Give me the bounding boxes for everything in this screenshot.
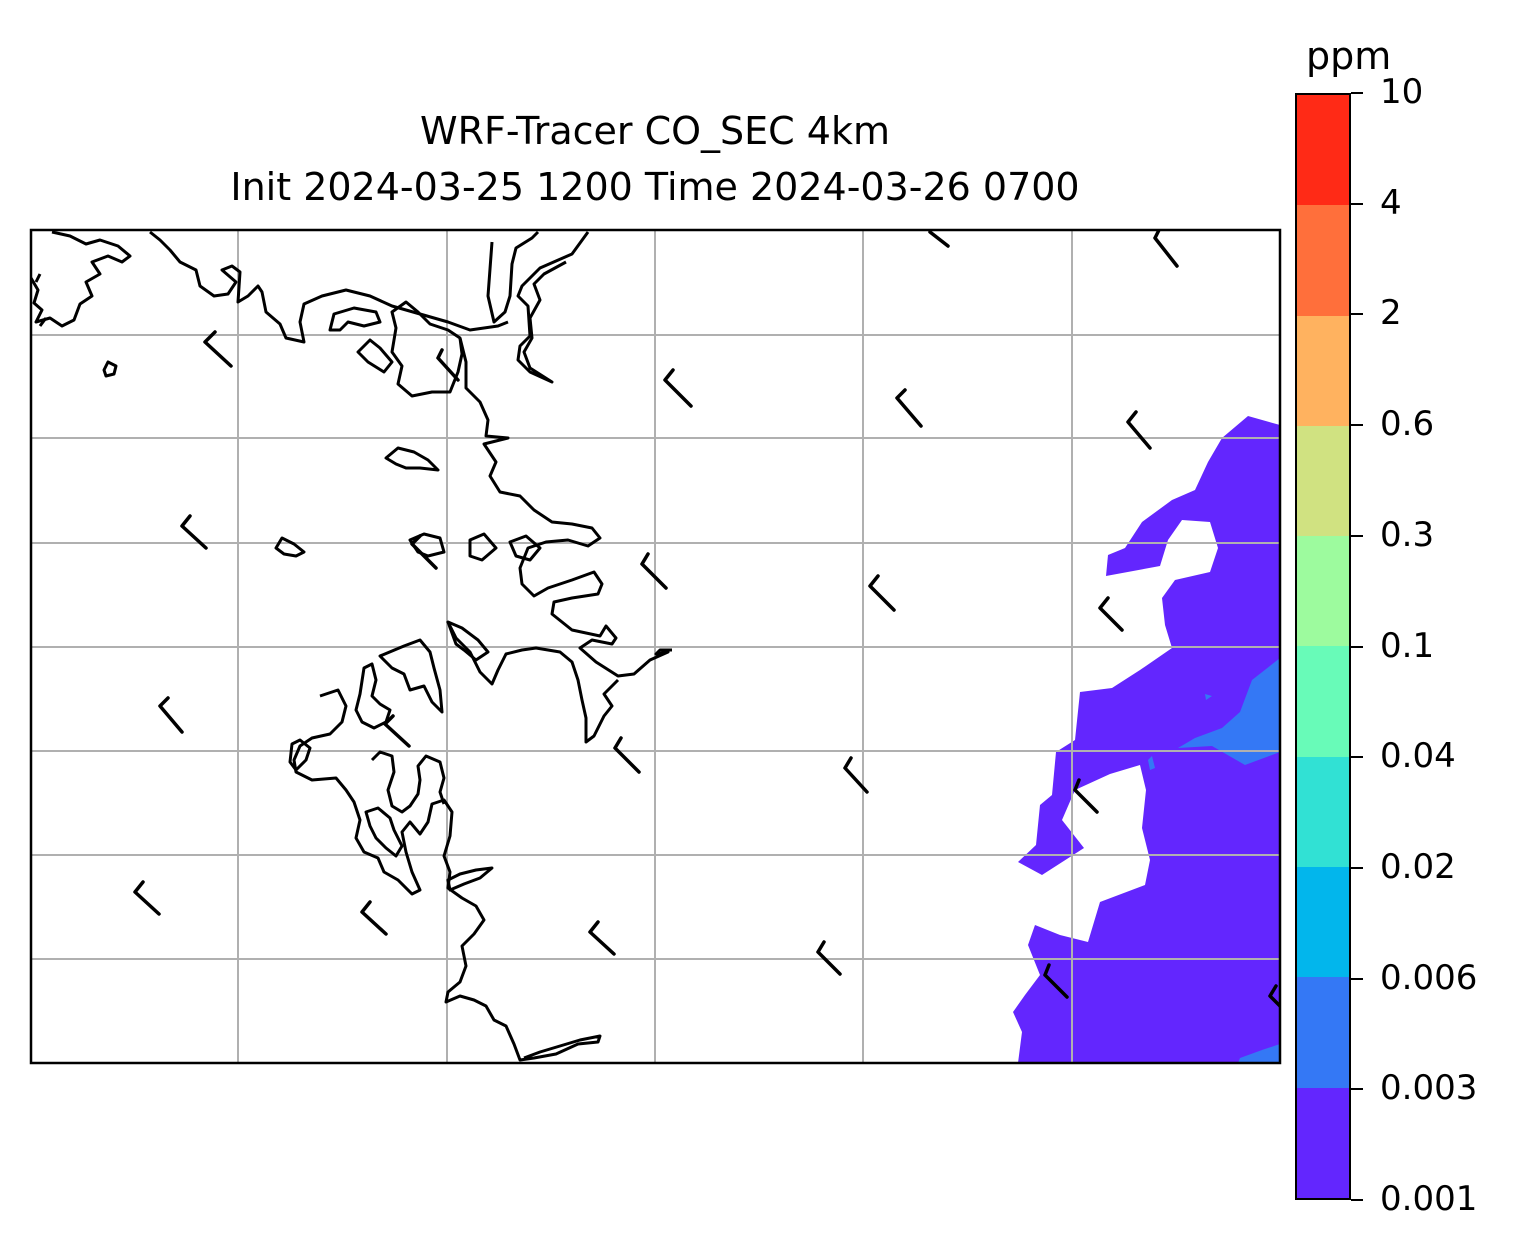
colorbar-segment bbox=[1297, 977, 1349, 1088]
colorbar-unit: ppm bbox=[1306, 34, 1392, 78]
colorbar-tick bbox=[1351, 202, 1363, 205]
colorbar-tick-label: 0.3 bbox=[1380, 514, 1435, 555]
tracer-field-band-0.003 bbox=[1238, 1044, 1280, 1063]
colorbar bbox=[1295, 93, 1351, 1200]
colorbar-tick-label: 2 bbox=[1380, 293, 1402, 334]
colorbar-segment bbox=[1297, 95, 1349, 206]
map-subtitle: Init 2024-03-25 1200 Time 2024-03-26 070… bbox=[230, 165, 1080, 209]
colorbar-tick bbox=[1351, 92, 1363, 94]
colorbar-segment bbox=[1297, 756, 1349, 868]
colorbar-tick-label: 0.04 bbox=[1380, 736, 1456, 777]
map-frame bbox=[29, 228, 1282, 1065]
tracer-field-band-0.003 bbox=[1148, 756, 1155, 770]
colorbar-segment bbox=[1297, 425, 1349, 537]
colorbar-tick bbox=[1351, 534, 1363, 537]
colorbar-segment bbox=[1297, 867, 1349, 978]
colorbar-tick-label: 4 bbox=[1380, 182, 1402, 223]
colorbar-tick bbox=[1351, 645, 1363, 648]
colorbar-tick-label: 0.02 bbox=[1380, 846, 1456, 887]
colorbar-tick bbox=[1351, 1088, 1363, 1091]
colorbar-tick bbox=[1351, 866, 1363, 869]
colorbar-segment bbox=[1297, 315, 1349, 426]
colorbar-tick bbox=[1351, 977, 1363, 980]
tracer-field-band-0.001 bbox=[1013, 416, 1280, 1063]
colorbar-tick bbox=[1351, 313, 1363, 316]
colorbar-tick-label: 0.1 bbox=[1380, 625, 1435, 666]
map-title: WRF-Tracer CO_SEC 4km bbox=[420, 109, 890, 153]
tracer-field-band-0.003 bbox=[1178, 658, 1280, 765]
coastlines bbox=[31, 230, 672, 1062]
colorbar-segment bbox=[1297, 646, 1349, 757]
tracer-field-band-0.003 bbox=[1205, 694, 1212, 700]
colorbar-tick bbox=[1351, 424, 1363, 427]
colorbar-segment bbox=[1297, 536, 1349, 647]
colorbar-tick-label: 10 bbox=[1380, 72, 1424, 112]
colorbar-tick bbox=[1351, 756, 1363, 759]
colorbar-tick-label: 0.006 bbox=[1380, 957, 1478, 998]
wind-barbs bbox=[133, 230, 1280, 1008]
colorbar-tick-label: 0.001 bbox=[1380, 1179, 1478, 1219]
colorbar-tick-label: 0.6 bbox=[1380, 404, 1435, 445]
gridlines bbox=[31, 230, 1280, 1063]
colorbar-tick bbox=[1351, 1199, 1363, 1201]
colorbar-tick-label: 0.003 bbox=[1380, 1068, 1478, 1109]
colorbar-segment bbox=[1297, 1087, 1349, 1198]
colorbar-segment bbox=[1297, 205, 1349, 316]
